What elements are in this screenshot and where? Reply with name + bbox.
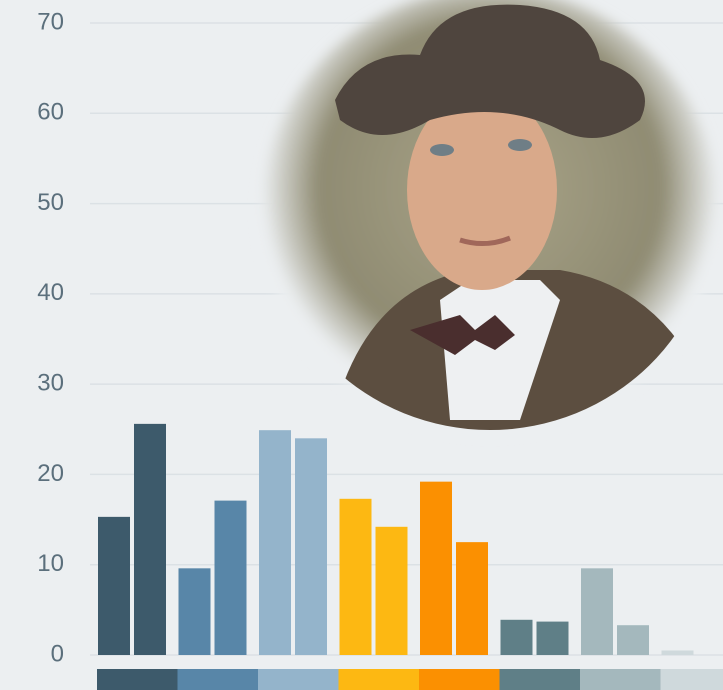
- bar: [662, 650, 694, 655]
- page: {"chart_data": {"type": "bar", "ylim": […: [0, 0, 723, 690]
- y-tick-label: 0: [51, 640, 64, 667]
- y-tick-label: 30: [37, 369, 64, 396]
- category-swatch: [178, 669, 259, 690]
- category-swatch: [258, 669, 339, 690]
- bar: [537, 622, 569, 655]
- category-swatch: [419, 669, 500, 690]
- y-tick-label: 50: [37, 189, 64, 216]
- category-swatch: [339, 669, 420, 690]
- bar: [376, 527, 408, 655]
- y-tick-label: 10: [37, 550, 64, 577]
- bar: [179, 568, 211, 655]
- bar: [456, 542, 488, 655]
- bar: [98, 517, 130, 655]
- bar: [134, 424, 166, 655]
- bar: [215, 501, 247, 655]
- category-swatch: [97, 669, 178, 690]
- bar: [501, 620, 533, 655]
- y-tick-label: 40: [37, 279, 64, 306]
- y-tick-label: 20: [37, 460, 64, 487]
- bar: [295, 438, 327, 655]
- category-swatch: [661, 669, 723, 690]
- portrait: [262, 0, 720, 432]
- y-tick-label: 70: [37, 8, 64, 35]
- y-tick-label: 60: [37, 99, 64, 126]
- bar: [259, 430, 291, 655]
- chart: 0 10 20 30 40 50 60 70: [0, 0, 723, 690]
- bar: [581, 568, 613, 655]
- bar: [420, 482, 452, 655]
- category-swatch: [580, 669, 661, 690]
- bar: [617, 625, 649, 655]
- bar: [340, 499, 372, 655]
- category-swatch: [500, 669, 581, 690]
